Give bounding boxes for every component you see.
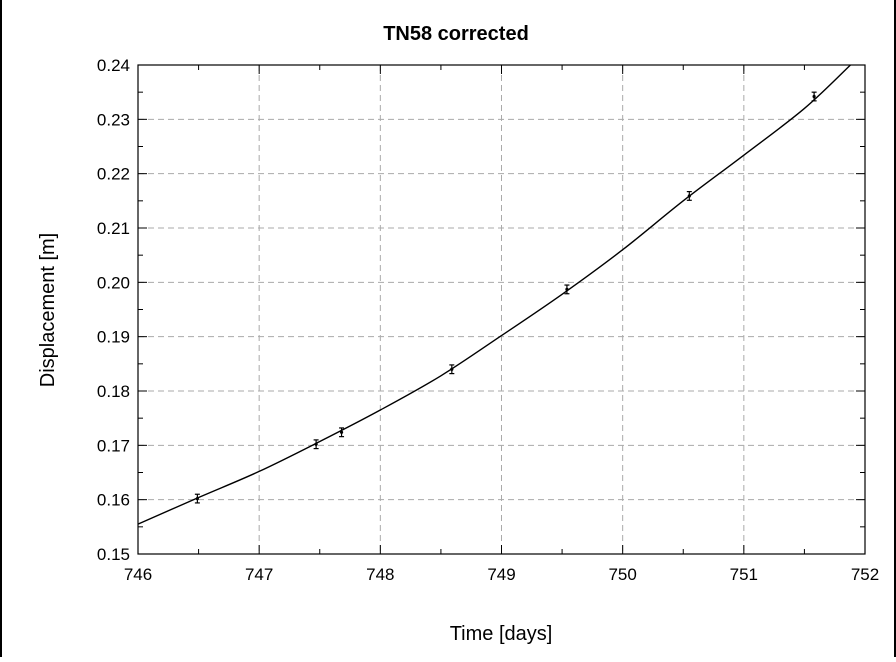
point-marker (339, 430, 344, 434)
y-tick-label: 0.20 (97, 273, 130, 292)
grid (138, 65, 865, 554)
point-marker (195, 496, 199, 501)
data-point (194, 493, 200, 504)
chart-title: TN58 corrected (383, 23, 529, 45)
point-marker (812, 94, 816, 99)
x-tick-label: 747 (245, 565, 273, 584)
y-tick-label: 0.17 (97, 436, 130, 455)
x-axis-label: Time [days] (450, 623, 553, 645)
data-point (339, 427, 345, 438)
y-axis-label: Displacement [m] (37, 233, 59, 388)
y-tick-label: 0.16 (97, 491, 130, 510)
y-tick-label: 0.18 (97, 382, 130, 401)
x-tick-label: 751 (730, 565, 758, 584)
x-tick-label: 748 (366, 565, 394, 584)
data-point (564, 284, 570, 295)
data-point (686, 190, 692, 201)
x-tick-label: 749 (487, 565, 515, 584)
data-point (811, 91, 817, 102)
x-tick-label: 750 (608, 565, 636, 584)
data-point (313, 439, 319, 450)
data-point (449, 364, 455, 375)
y-tick-label: 0.15 (97, 545, 130, 564)
y-axis: 0.15 0.16 0.17 0.18 0.19 0.20 0.21 0.22 0.23 0.24 (97, 56, 865, 564)
y-tick-label: 0.19 (97, 328, 130, 347)
point-marker (687, 194, 691, 198)
y-tick-label: 0.23 (97, 110, 130, 129)
y-tick-label: 0.21 (97, 219, 130, 238)
x-axis: 746 747 748 749 750 751 752 (124, 65, 879, 584)
y-tick-label: 0.22 (97, 165, 130, 184)
x-tick-label: 752 (851, 565, 879, 584)
fit-curve-layer (137, 64, 851, 525)
y-tick-label: 0.24 (97, 56, 130, 75)
point-marker (314, 442, 318, 446)
x-tick-label: 746 (124, 565, 152, 584)
point-marker (450, 367, 454, 371)
point-marker (565, 287, 569, 291)
data-points-layer (194, 91, 817, 504)
fit-curve (137, 64, 851, 525)
